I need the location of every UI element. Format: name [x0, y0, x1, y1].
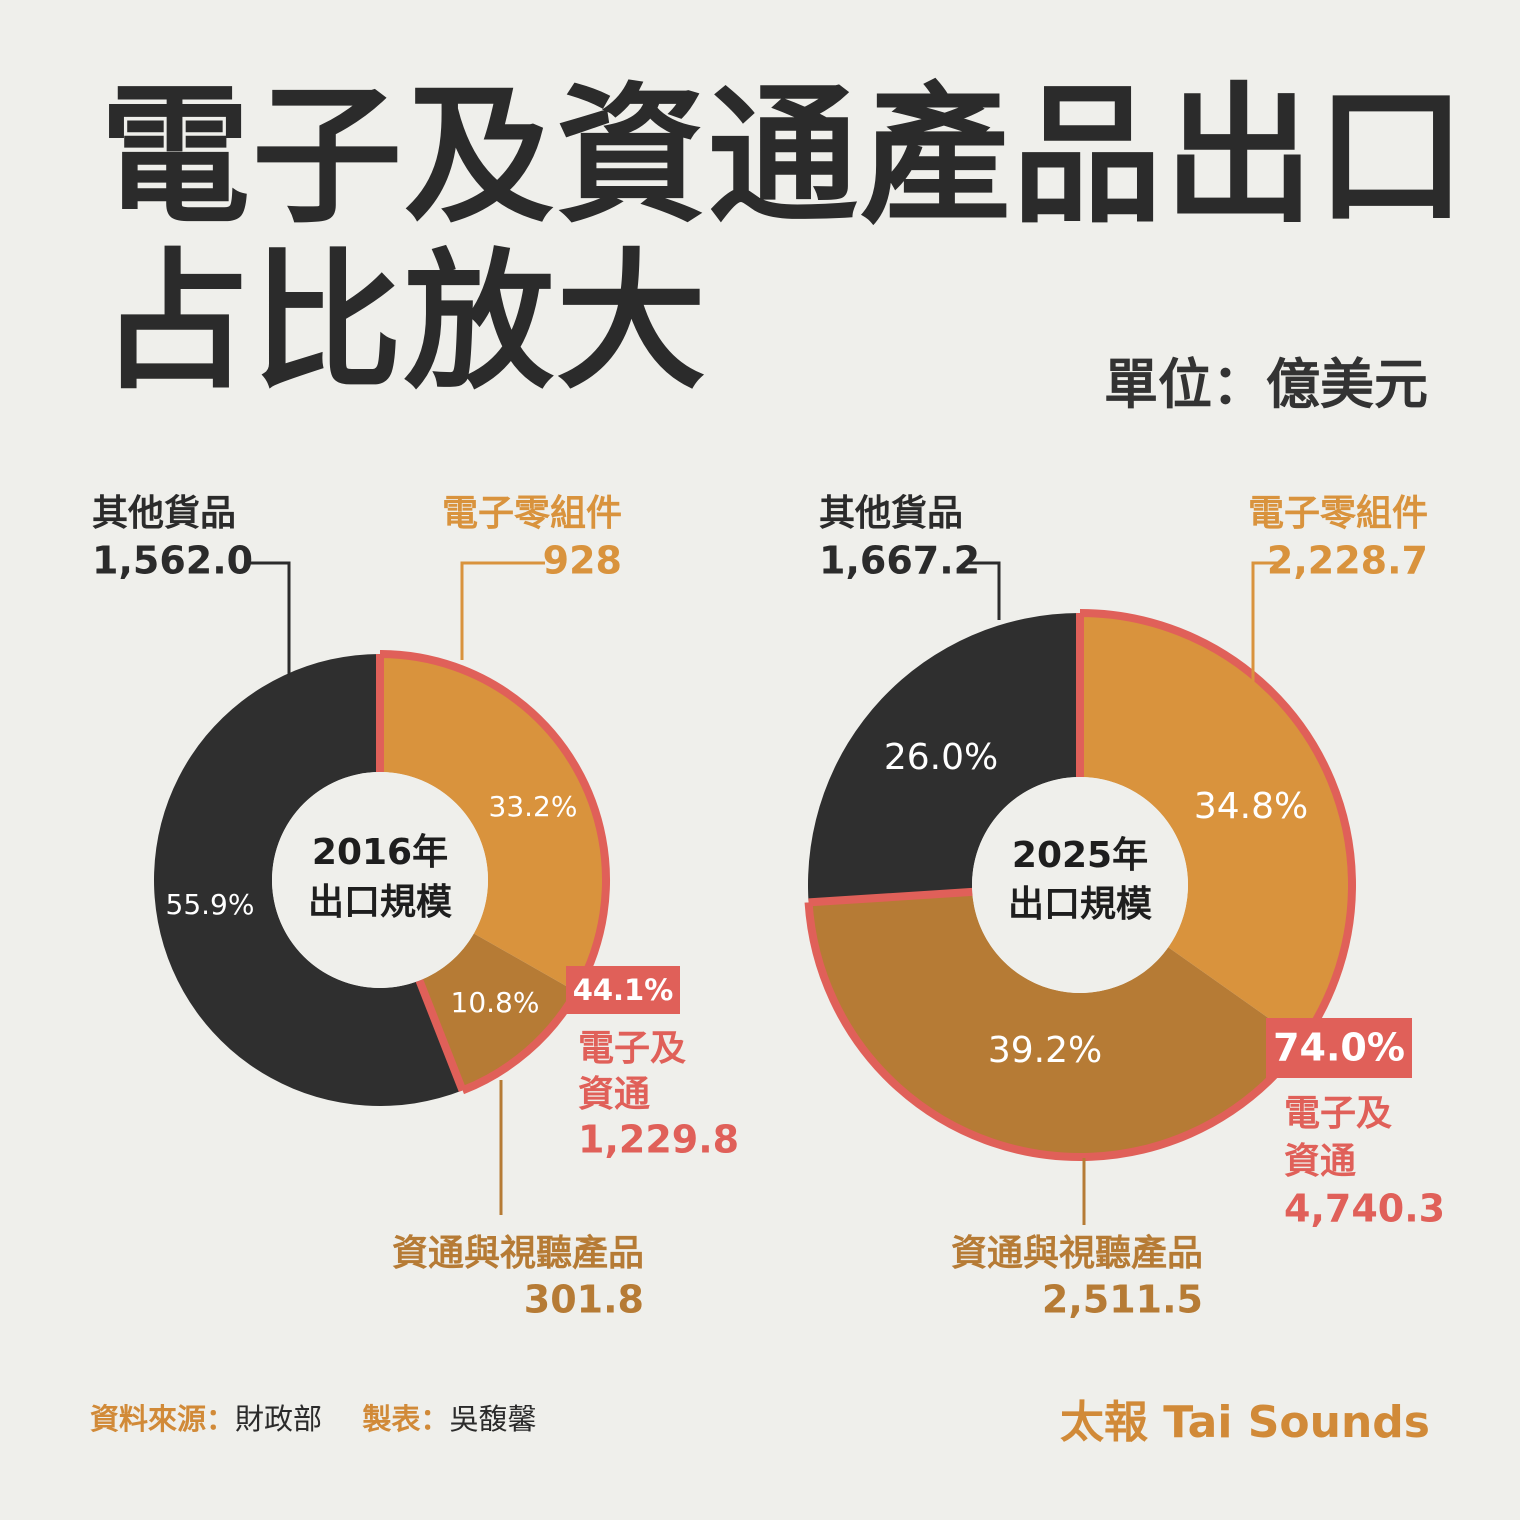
donut-slice-1 — [1080, 613, 1353, 1042]
combined-percent-box — [566, 966, 680, 1014]
unit-label: 單位：億美元 — [1104, 353, 1428, 416]
slice-value-label: 928 — [543, 539, 622, 583]
donut-center — [272, 772, 488, 988]
slice-percent-label: 55.9% — [166, 888, 255, 921]
source-key: 資料來源： — [90, 1402, 236, 1436]
combined-name-line-1: 電子及 — [578, 1028, 686, 1069]
slice-value-label: 2,228.7 — [1267, 539, 1428, 583]
maker-key: 製表： — [362, 1402, 450, 1436]
leader-line — [246, 561, 291, 675]
page-title-line-1: 電子及資通產品出口 — [100, 70, 1469, 244]
combined-name-line-2: 資通 — [578, 1074, 650, 1115]
combined-percent-box — [1266, 1018, 1412, 1078]
slice-percent-label: 34.8% — [1194, 786, 1308, 827]
combined-percent-label: 44.1% — [573, 973, 674, 1007]
leader-line — [968, 561, 1001, 620]
slice-name-label: 其他貨品 — [819, 493, 963, 534]
slice-value-label: 301.8 — [524, 1278, 644, 1322]
center-label-caption: 出口規模 — [308, 882, 452, 923]
maker-value: 吳馥馨 — [449, 1402, 537, 1436]
combined-value-label: 4,740.3 — [1284, 1187, 1445, 1231]
combined-name-line-2: 資通 — [1284, 1141, 1356, 1182]
combined-value-label: 1,229.8 — [578, 1118, 739, 1162]
slice-name-label: 電子零組件 — [1248, 493, 1428, 534]
combined-percent-label: 74.0% — [1273, 1026, 1405, 1070]
brand-logo-text: 太報 Tai Sounds — [1059, 1397, 1430, 1448]
center-label-year: 2016年 — [312, 832, 448, 873]
slice-percent-label: 39.2% — [988, 1030, 1102, 1071]
donut-slice-3 — [154, 654, 463, 1106]
donut-slice-3 — [807, 613, 1080, 903]
leader-line — [460, 561, 545, 660]
slice-value-label: 1,562.0 — [92, 539, 253, 583]
page-title-line-2: 占比放大 — [100, 236, 709, 410]
combined-name-line-1: 電子及 — [1284, 1093, 1392, 1134]
donut-center — [972, 777, 1188, 993]
slice-name-label: 電子零組件 — [442, 493, 622, 534]
slice-name-label: 資通與視聽產品 — [951, 1233, 1203, 1274]
slice-percent-label: 10.8% — [451, 986, 540, 1019]
slice-value-label: 2,511.5 — [1042, 1278, 1203, 1322]
source-value: 財政部 — [235, 1402, 323, 1436]
highlight-outline — [376, 650, 610, 1095]
credits: 資料來源：財政部 製表：吳馥馨 — [90, 1396, 536, 1438]
slice-percent-label: 33.2% — [489, 790, 578, 823]
donut-slice-2 — [419, 933, 577, 1091]
slice-name-label: 其他貨品 — [92, 493, 236, 534]
donut-slice-2 — [808, 891, 1303, 1158]
center-label-year: 2025年 — [1012, 835, 1148, 876]
leader-line — [1251, 561, 1280, 700]
center-label-caption: 出口規模 — [1008, 884, 1152, 925]
slice-value-label: 1,667.2 — [819, 539, 980, 583]
donut-slice-1 — [380, 654, 606, 992]
slice-name-label: 資通與視聽產品 — [392, 1233, 644, 1274]
slice-percent-label: 26.0% — [884, 737, 998, 778]
